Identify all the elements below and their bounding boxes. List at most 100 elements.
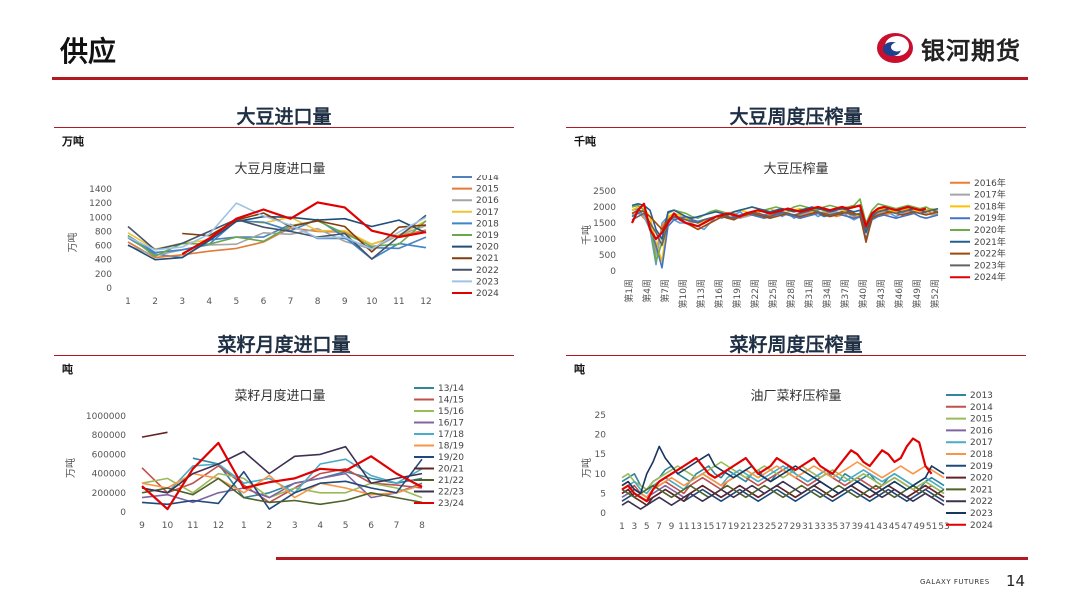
x-tick-label: 第43周 (875, 279, 887, 308)
y-tick-label: 1400 (89, 185, 112, 195)
header-divider (52, 77, 1028, 80)
y-tick-label: 0 (600, 509, 606, 519)
x-tick-label: 5 (233, 297, 239, 307)
legend-entry: 2013 (970, 391, 993, 401)
x-tick-label: 第19周 (731, 279, 743, 308)
legend-entry: 2014 (476, 175, 499, 183)
chart-title: 油厂菜籽压榨量 (750, 389, 842, 404)
y-axis-label: 万吨 (580, 458, 593, 478)
y-tick-label: 600000 (92, 450, 127, 460)
legend-entry: 2024 (970, 521, 993, 531)
x-tick-label: 8 (419, 521, 425, 531)
legend-entry: 2015 (970, 415, 993, 425)
legend-entry: 2019 (970, 462, 993, 472)
chart-title: 菜籽月度进口量 (234, 389, 326, 404)
x-tick-label: 第16周 (713, 279, 725, 308)
chart-title: 大豆压榨量 (763, 162, 829, 177)
x-tick-label: 第49周 (911, 279, 923, 308)
legend-entry: 2018 (476, 219, 499, 229)
x-tick-label: 2 (152, 297, 158, 307)
x-tick-label: 39 (852, 522, 864, 532)
soybean-weekly-crush-chart: 05001000150020002500千吨第1周 第4周 第7周 第10周 第13周第… (580, 175, 1006, 308)
series-line-2015 (621, 461, 945, 495)
legend-entry: 2022年 (974, 248, 1006, 260)
legend-entry: 13/14 (438, 384, 464, 394)
legend-entry: 2017 (970, 438, 993, 448)
legend-entry: 2018年 (974, 200, 1006, 212)
y-tick-label: 15 (595, 450, 606, 460)
x-tick-label: 10 (366, 297, 378, 307)
y-tick-label: 1000000 (86, 412, 126, 422)
y-axis-label: 千吨 (580, 225, 593, 245)
series-line-2022 (127, 214, 427, 260)
legend-entry: 16/17 (438, 419, 464, 429)
series-line-2023年 (631, 209, 939, 247)
x-tick-label: 31 (802, 522, 813, 532)
section-divider (566, 127, 1026, 128)
x-tick-label: 2 (266, 521, 272, 531)
series-line-2024 (181, 201, 427, 256)
x-tick-label: 11 (187, 521, 198, 531)
series-line-2021 (621, 484, 945, 499)
legend-entry: 2021年 (974, 236, 1006, 248)
legend-entry: 15/16 (438, 407, 464, 417)
legend-entry: 2021 (476, 254, 499, 264)
legend-entry: 17/18 (438, 430, 464, 440)
x-tick-label: 7 (288, 297, 294, 307)
x-tick-label: 51 (926, 522, 937, 532)
x-tick-label: 第10周 (677, 279, 689, 308)
y-tick-label: 800 (95, 227, 112, 237)
legend-entry: 2023年 (974, 259, 1006, 271)
x-tick-label: 9 (342, 297, 348, 307)
x-tick-label: 6 (368, 521, 374, 531)
x-tick-label: 3 (292, 521, 298, 531)
x-tick-label: 5 (644, 522, 650, 532)
chart-title: 大豆月度进口量 (234, 162, 326, 177)
x-tick-label: 49 (914, 522, 926, 532)
legend-entry: 2016 (476, 196, 499, 206)
series-line-2024 (621, 437, 933, 503)
series-line-2016 (621, 484, 945, 499)
legend-entry: 2020年 (974, 224, 1006, 236)
x-tick-label: 第7周 (659, 279, 671, 303)
legend-entry: 14/15 (438, 396, 464, 406)
legend-entry: 19/20 (438, 453, 464, 463)
x-tick-label: 第31周 (803, 279, 815, 308)
legend-entry: 2017 (476, 208, 499, 218)
section-title-rapeseed-crush: 菜籽周度压榨量 (729, 334, 863, 356)
x-tick-label: 27 (777, 522, 788, 532)
x-tick-label: 第1周 (623, 279, 635, 303)
x-tick-label: 7 (394, 521, 400, 531)
y-tick-label: 400 (95, 256, 112, 266)
page-number: 14 (1006, 572, 1026, 590)
x-tick-label: 23 (753, 522, 764, 532)
series-line-2022 (621, 480, 945, 510)
x-tick-label: 第37周 (839, 279, 851, 308)
legend-entry: 2024 (476, 289, 499, 299)
x-tick-label: 9 (139, 521, 145, 531)
y-tick-label: 2000 (593, 203, 616, 213)
series-line-2018 (127, 218, 427, 260)
section-divider (566, 355, 1026, 356)
unit-label: 千吨 (574, 135, 596, 148)
y-tick-label: 0 (120, 508, 126, 518)
legend-entry: 2019年 (974, 212, 1006, 224)
x-tick-label: 第25周 (767, 279, 779, 308)
x-tick-label: 第46周 (893, 279, 905, 308)
x-tick-label: 3 (632, 522, 638, 532)
x-tick-label: 9 (669, 522, 675, 532)
series-line-20/21 (141, 431, 168, 438)
unit-label: 吨 (574, 363, 585, 376)
legend-entry: 2023 (970, 509, 993, 519)
x-tick-label: 5 (343, 521, 349, 531)
legend-entry: 2020 (476, 243, 499, 253)
legend-entry: 2018 (970, 450, 993, 460)
x-tick-label: 7 (656, 522, 662, 532)
x-tick-label: 第34周 (821, 279, 833, 308)
y-tick-label: 600 (95, 242, 112, 252)
x-tick-label: 1 (125, 297, 131, 307)
series-line-15/16 (141, 472, 423, 499)
x-tick-label: 25 (765, 522, 776, 532)
